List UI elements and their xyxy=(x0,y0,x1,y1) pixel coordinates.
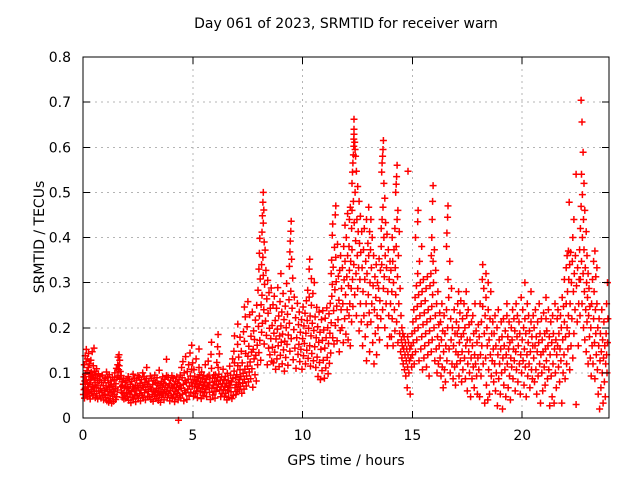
y-tick-label: 0.2 xyxy=(49,321,71,337)
data-points xyxy=(79,96,612,424)
x-tick-label: 20 xyxy=(513,428,531,444)
x-tick-label: 10 xyxy=(294,428,312,444)
y-tick-label: 0.7 xyxy=(49,95,71,111)
y-tick-label: 0.3 xyxy=(49,276,71,292)
y-tick-label: 0.5 xyxy=(49,185,71,201)
y-tick-label: 0.4 xyxy=(49,231,71,247)
y-tick-label: 0.8 xyxy=(49,50,71,66)
chart-title: Day 061 of 2023, SRMTID for receiver war… xyxy=(194,16,498,32)
plot-border xyxy=(82,56,610,419)
x-tick-label: 0 xyxy=(79,428,88,444)
x-axis-label: GPS time / hours xyxy=(287,453,405,469)
y-tick-label: 0.1 xyxy=(49,366,71,382)
x-tick-label: 5 xyxy=(188,428,197,444)
x-tick-label: 15 xyxy=(404,428,422,444)
y-tick-label: 0 xyxy=(62,411,71,427)
y-tick-label: 0.6 xyxy=(49,140,71,156)
